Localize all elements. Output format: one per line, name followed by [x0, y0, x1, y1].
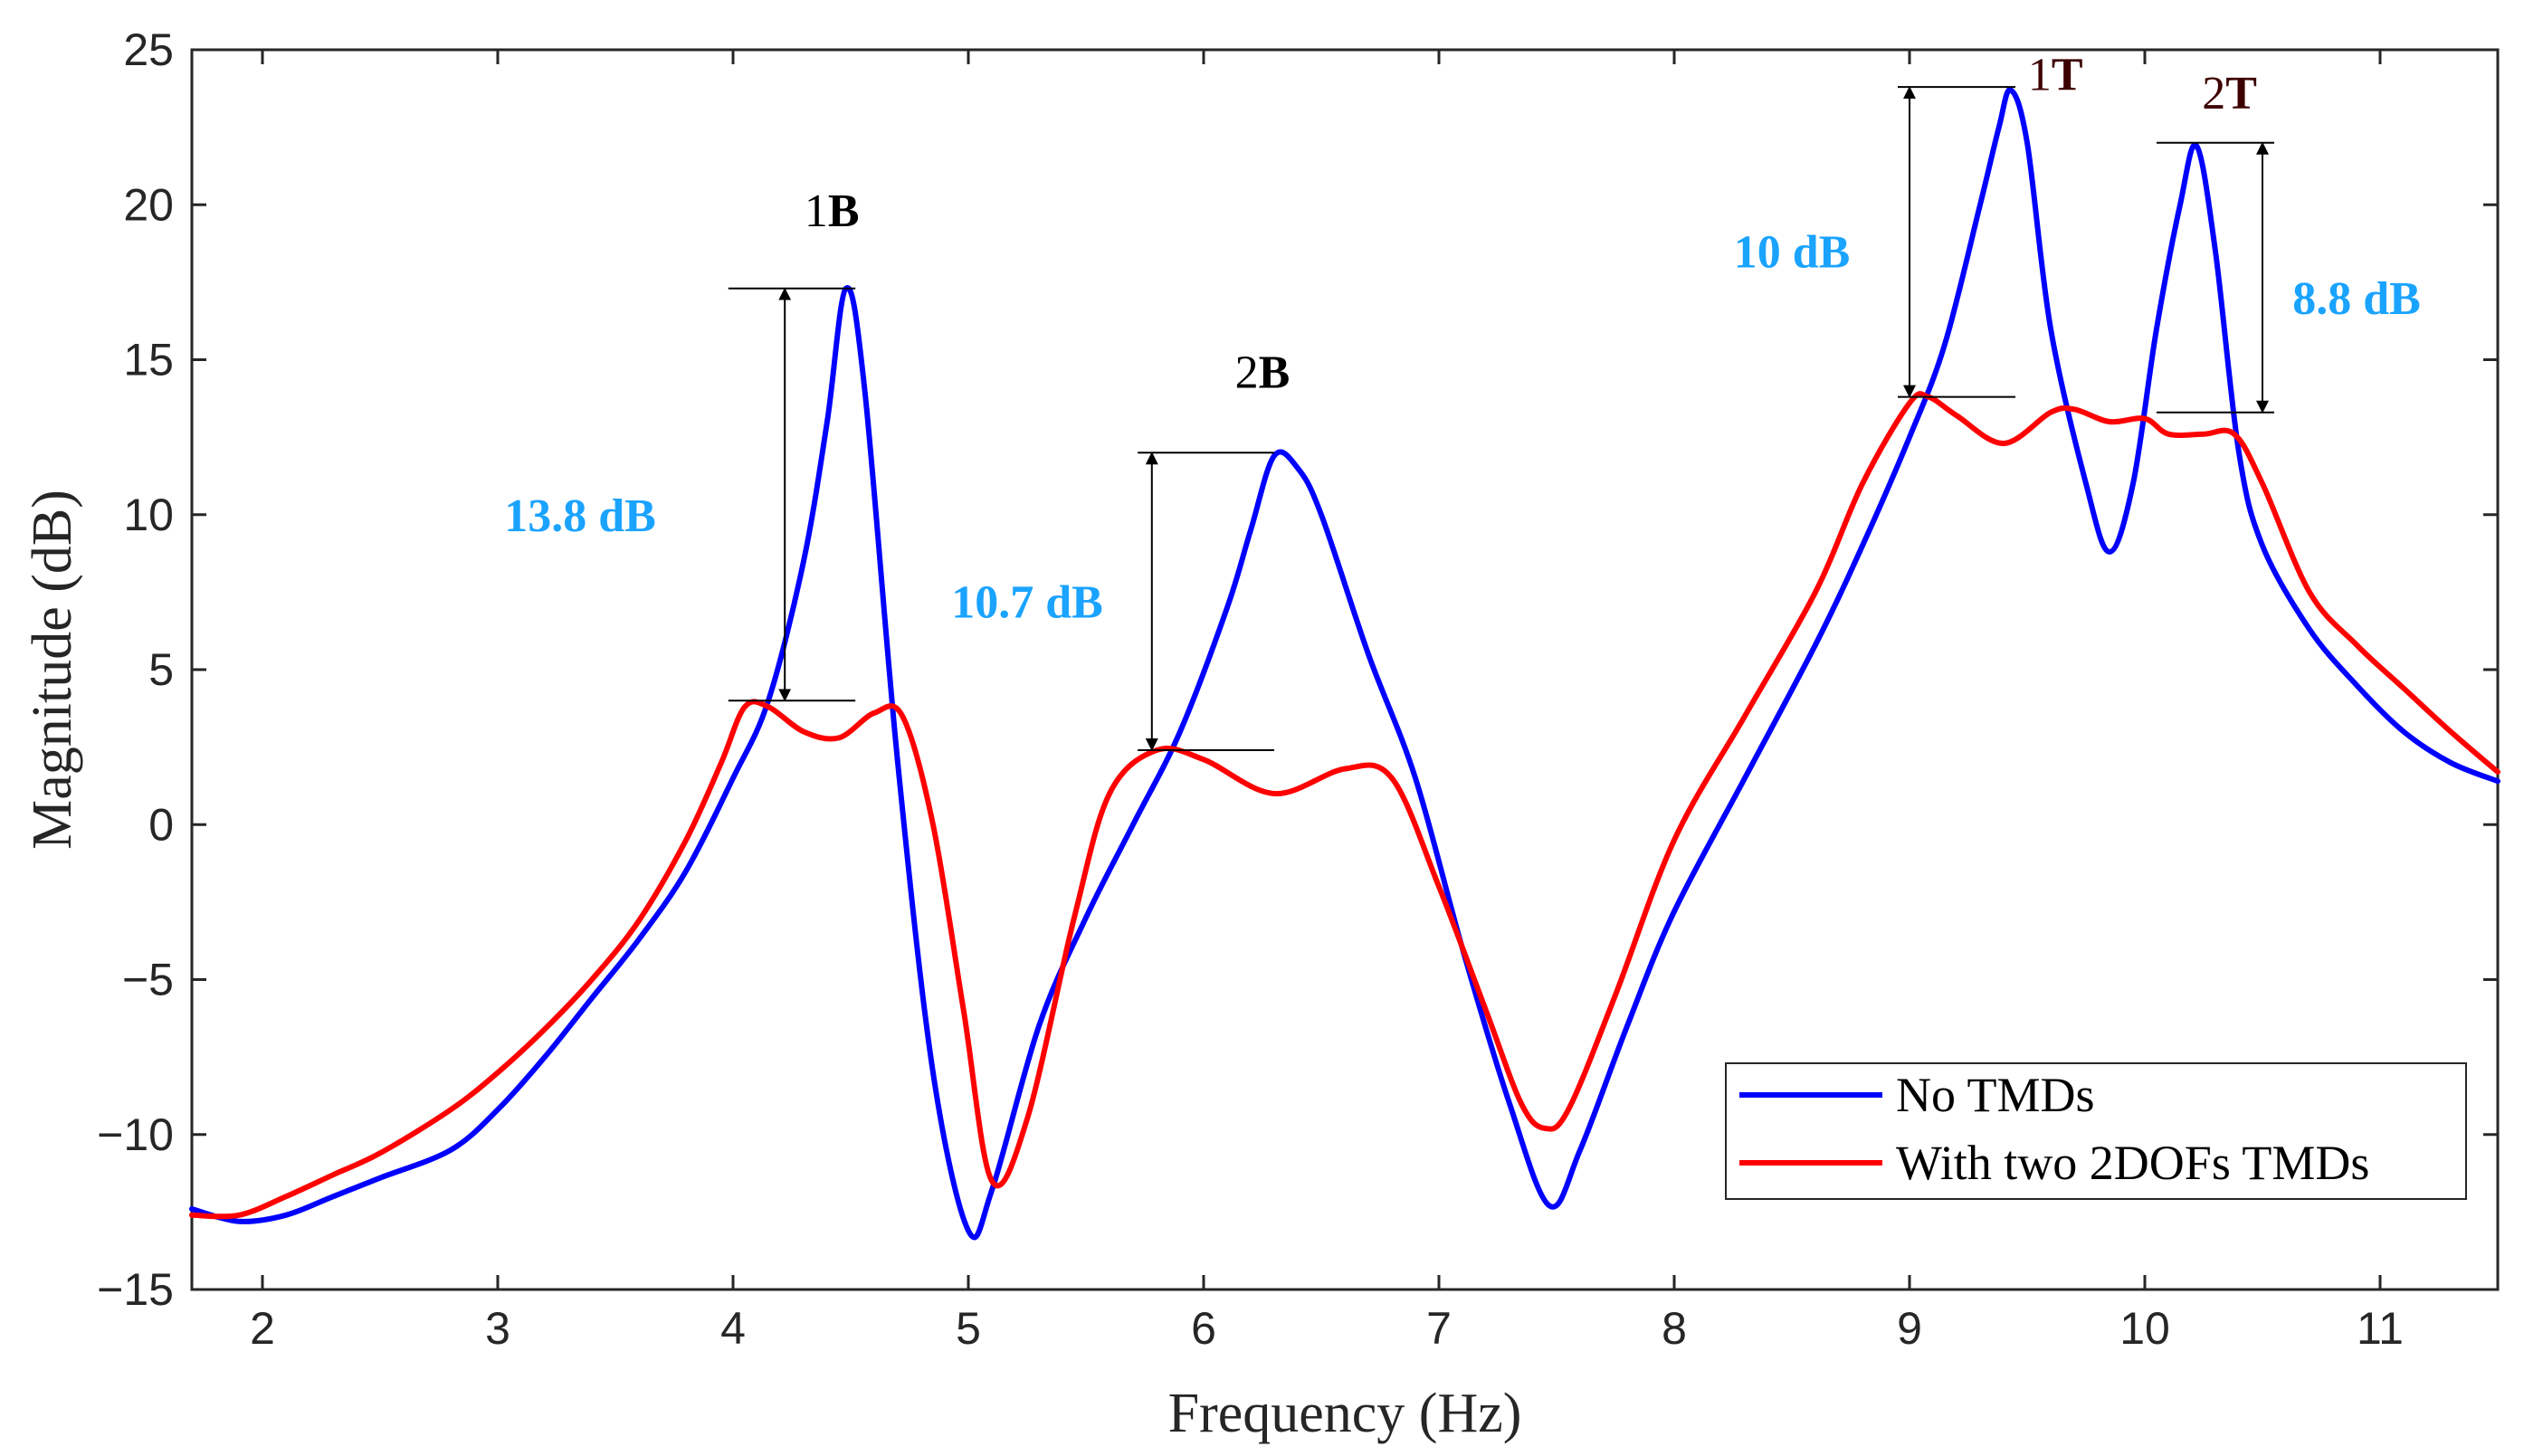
x-tick-label: 10 — [2119, 1303, 2170, 1354]
legend-label-with-tmds: With two 2DOFs TMDs — [1896, 1136, 2369, 1190]
x-tick-label: 4 — [720, 1303, 746, 1354]
series-line-with-tmds — [189, 391, 2500, 1220]
reduction-label: 10.7 dB — [951, 577, 1103, 629]
y-tick-label: −15 — [97, 1264, 174, 1315]
y-tick-label: 25 — [123, 24, 174, 75]
reduction-label: 8.8 dB — [2292, 273, 2421, 325]
x-tick-label: 9 — [1897, 1303, 1922, 1354]
peak-label: 1B — [805, 186, 860, 237]
x-tick-label: 7 — [1426, 1303, 1452, 1354]
x-tick-label: 3 — [485, 1303, 510, 1354]
x-tick-label: 11 — [2357, 1303, 2404, 1354]
y-tick-label: 15 — [123, 335, 174, 385]
y-axis-label: Magnitude (dB) — [22, 490, 83, 850]
x-axis-label: Frequency (Hz) — [1168, 1383, 1522, 1444]
y-tick-label: −5 — [122, 955, 174, 1005]
legend: No TMDs With two 2DOFs TMDs — [1725, 1062, 2467, 1200]
x-tick-label: 8 — [1662, 1303, 1687, 1354]
annotations-group: 13.8 dB 10.7 dB 10 dB 8.8 dB 1B 2B 1T 2T — [504, 50, 2421, 752]
y-tick-label: 5 — [148, 644, 174, 695]
x-tick-label: 6 — [1191, 1303, 1216, 1354]
peak-label: 1T — [2028, 50, 2083, 101]
peak-label: 2T — [2202, 68, 2257, 119]
legend-label-no-tmds: No TMDs — [1896, 1068, 2095, 1122]
y-tick-label: 10 — [123, 490, 174, 540]
peak-label: 2B — [1235, 347, 1291, 398]
x-tick-label: 2 — [250, 1303, 275, 1354]
y-tick-label: −10 — [97, 1109, 174, 1160]
y-tick-label: 0 — [148, 799, 174, 850]
reduction-label: 13.8 dB — [504, 490, 656, 542]
reduction-label: 10 dB — [1734, 227, 1851, 279]
y-tick-label: 20 — [123, 179, 174, 230]
legend-box — [1725, 1062, 2467, 1200]
axis-ticks: 2 3 4 5 6 7 8 9 10 11 −15 −10 −5 0 5 10 15 20 25 — [97, 24, 2498, 1354]
x-tick-label: 5 — [956, 1303, 981, 1354]
